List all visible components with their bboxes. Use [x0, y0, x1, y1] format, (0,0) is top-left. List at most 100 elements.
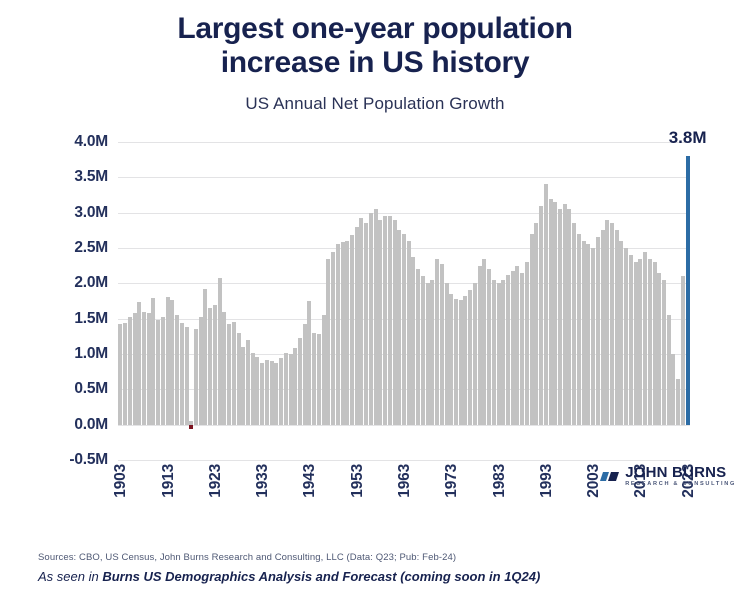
- bar: [482, 258, 487, 425]
- bar: [453, 298, 459, 425]
- logo-tagline: RESEARCH & CONSULTING: [625, 481, 736, 488]
- bar: [222, 311, 227, 425]
- bar: [591, 248, 596, 425]
- bar: [170, 300, 175, 425]
- bar: [118, 324, 123, 425]
- bar: [217, 277, 222, 425]
- bar: [302, 324, 307, 425]
- bar: [127, 317, 132, 425]
- bar: [335, 244, 340, 425]
- bar: [179, 322, 184, 425]
- bar: [529, 233, 534, 425]
- bar: [312, 332, 317, 425]
- sources-note: Sources: CBO, US Census, John Burns Rese…: [38, 552, 457, 563]
- bar: [680, 276, 685, 425]
- bar: [269, 361, 274, 425]
- page-title: Largest one-year population increase in …: [177, 12, 573, 79]
- bar: [165, 297, 170, 425]
- bar: [326, 258, 331, 425]
- gridline: [118, 460, 690, 461]
- bar: [628, 255, 633, 425]
- bar: [397, 230, 402, 425]
- bar: [416, 269, 421, 425]
- bar: [175, 315, 180, 425]
- flu-pandemic-marker: [189, 425, 194, 429]
- bar: [661, 279, 667, 425]
- y-axis-tick-label: 3.5M: [74, 168, 108, 186]
- bar: [595, 237, 600, 425]
- bar: [387, 216, 392, 425]
- bar: [510, 270, 515, 425]
- y-axis-tick-label: 3.0M: [74, 203, 108, 221]
- bar: [562, 204, 567, 425]
- bar: [572, 223, 577, 425]
- x-axis-tick-label: 1973: [443, 464, 461, 498]
- bar: [496, 283, 501, 425]
- bar: [354, 226, 359, 425]
- bar: [638, 258, 643, 425]
- y-axis-tick-label: 1.5M: [74, 309, 108, 327]
- plot-area: 3.8M: [118, 128, 707, 461]
- bar: [340, 242, 345, 425]
- bar: [231, 321, 236, 425]
- bar: [288, 354, 293, 425]
- bar: [605, 219, 610, 425]
- x-axis-tick-label: 1953: [348, 464, 366, 498]
- bar: [141, 311, 147, 425]
- bar: [557, 209, 563, 425]
- bar: [345, 240, 350, 425]
- bar: [156, 320, 161, 425]
- bar: [297, 338, 303, 425]
- y-axis-tick-label: -0.5M: [69, 451, 108, 468]
- bar: [449, 293, 454, 425]
- bar: [576, 233, 581, 425]
- bar: [193, 328, 199, 425]
- bar: [543, 184, 548, 425]
- bar: [600, 230, 605, 425]
- bar: [553, 202, 558, 425]
- bar: [501, 279, 506, 425]
- bar: [581, 240, 586, 425]
- bar: [279, 358, 284, 425]
- x-axis-tick-label: 1923: [206, 464, 224, 498]
- bar: [203, 289, 208, 425]
- bar: [364, 223, 369, 425]
- bar: [505, 274, 511, 425]
- bar: [212, 304, 217, 425]
- gridline: [118, 424, 690, 426]
- bar: [274, 362, 279, 425]
- logo-name: JOHN BURNS: [625, 464, 727, 482]
- bar: [316, 334, 321, 425]
- bar: [676, 378, 681, 425]
- bar: [487, 269, 492, 425]
- peak-value-callout: 3.8M: [668, 128, 707, 147]
- y-axis-tick-label: 2.0M: [74, 274, 108, 292]
- bar: [264, 359, 269, 425]
- bar: [245, 339, 251, 425]
- bar: [373, 209, 378, 425]
- bar: [671, 354, 676, 425]
- bar: [657, 272, 662, 425]
- bar: [444, 283, 449, 425]
- x-axis-tick-label: 1993: [537, 464, 555, 498]
- gridline: [118, 212, 690, 214]
- bar: [647, 258, 652, 425]
- bar: [524, 262, 529, 425]
- bar-series: [118, 142, 690, 460]
- y-axis-tick-label: 0.5M: [74, 380, 108, 398]
- bar: [425, 283, 430, 425]
- y-axis-tick-label: 2.5M: [74, 239, 108, 256]
- bar: [241, 346, 246, 425]
- bar: [468, 290, 473, 425]
- bar: [633, 262, 638, 425]
- bar: [146, 313, 151, 425]
- bar-highlight-2023: [685, 156, 690, 425]
- x-axis-tick-label: 1933: [254, 464, 272, 498]
- bar: [236, 332, 241, 425]
- bar: [614, 230, 619, 425]
- y-axis-tick-label: 1.0M: [74, 345, 108, 362]
- bar: [652, 262, 657, 425]
- bar: [439, 263, 444, 425]
- bar: [132, 313, 137, 425]
- bar: [283, 352, 288, 425]
